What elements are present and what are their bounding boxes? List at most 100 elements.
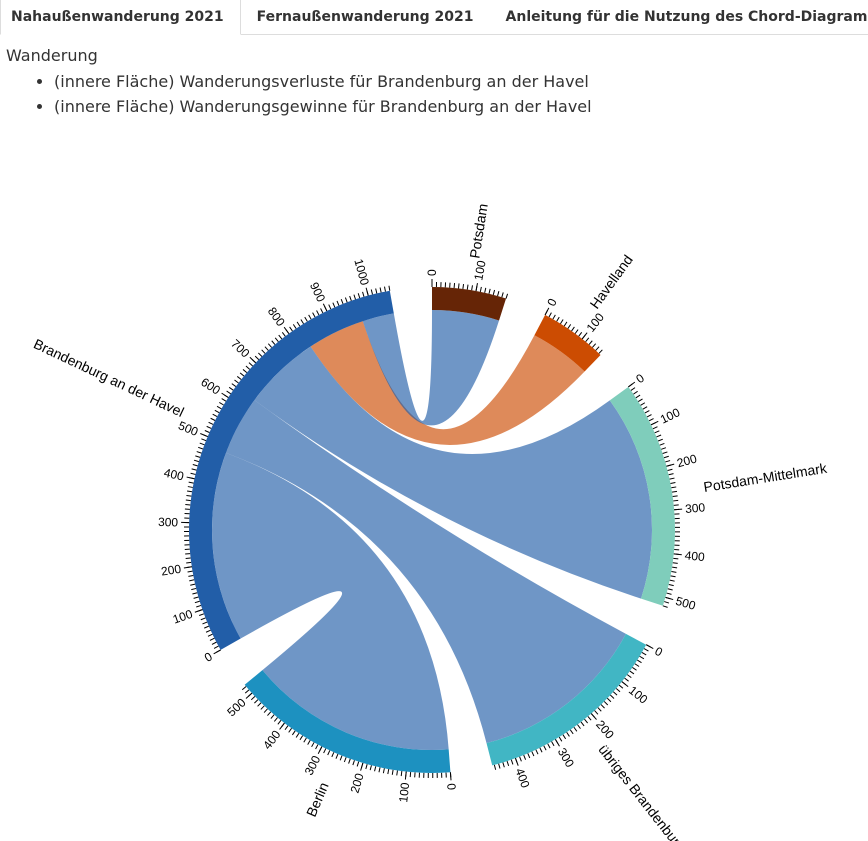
minor-tick: [594, 710, 599, 715]
minor-tick: [519, 756, 522, 762]
tab[interactable]: Nahaußenwanderung 2021: [0, 0, 241, 35]
minor-tick: [365, 764, 368, 770]
minor-tick: [284, 725, 289, 731]
tick-mark: [628, 381, 636, 388]
tick-mark: [194, 609, 203, 613]
minor-tick: [573, 726, 578, 732]
minor-tick: [369, 765, 372, 771]
minor-tick: [580, 721, 585, 727]
minor-tick: [606, 697, 612, 703]
tick-mark: [645, 644, 654, 649]
group-arc: [534, 314, 601, 372]
tick-label: 500: [176, 418, 200, 439]
tick-mark: [200, 433, 208, 438]
legend: Wanderung (innere Fläche) Wanderungsverl…: [6, 46, 592, 119]
minor-tick: [387, 769, 390, 775]
minor-tick: [618, 684, 624, 689]
minor-tick: [352, 760, 355, 766]
minor-tick: [192, 464, 198, 467]
minor-tick: [186, 561, 192, 564]
tick-label: 200: [675, 451, 698, 470]
minor-tick: [588, 340, 593, 345]
minor-tick: [502, 762, 505, 768]
minor-tick: [558, 736, 563, 742]
minor-tick: [216, 405, 222, 410]
minor-tick: [566, 732, 570, 737]
tick: 300: [158, 515, 190, 529]
tick-mark: [621, 681, 629, 688]
minor-tick: [632, 666, 637, 671]
tick-label: 0: [202, 649, 215, 665]
tab[interactable]: Fernaußenwanderung 2021: [256, 9, 474, 25]
minor-tick: [212, 413, 218, 418]
minor-tick: [612, 691, 618, 696]
minor-tick: [245, 365, 251, 370]
minor-tick: [248, 362, 253, 367]
minor-tick: [598, 349, 603, 354]
minor-tick: [186, 494, 192, 497]
minor-tick: [523, 754, 527, 760]
minor-tick: [349, 295, 352, 301]
minor-tick: [188, 481, 194, 484]
minor-tick: [667, 588, 673, 591]
tick: 200: [348, 762, 367, 795]
minor-tick: [640, 402, 646, 406]
minor-tick: [328, 304, 332, 310]
minor-tick: [547, 743, 551, 749]
minor-tick: [673, 504, 679, 506]
tick-label: 200: [593, 717, 617, 742]
tick: 200: [666, 451, 699, 470]
tick: 0: [544, 296, 560, 316]
minor-tick: [239, 372, 245, 377]
minor-tick: [308, 314, 312, 320]
minor-tick: [374, 766, 377, 772]
minor-tick: [187, 570, 193, 573]
tick: 300: [674, 500, 706, 516]
minor-tick: [531, 751, 535, 757]
minor-tick: [193, 459, 199, 463]
minor-tick: [567, 324, 572, 329]
minor-tick: [379, 287, 382, 293]
tick: 100: [171, 607, 203, 627]
minor-tick: [560, 319, 564, 324]
tick-mark: [365, 287, 369, 296]
minor-tick: [219, 402, 224, 406]
chord-ribbon: [310, 321, 585, 445]
minor-tick: [615, 688, 621, 693]
minor-tick: [191, 587, 197, 591]
tab[interactable]: Anleitung für die Nutzung des Chord-Diag…: [505, 9, 868, 25]
minor-tick: [671, 570, 677, 573]
tick: 500: [665, 594, 697, 613]
minor-tick: [569, 729, 574, 735]
minor-tick: [610, 694, 615, 699]
minor-tick: [348, 758, 351, 764]
minor-tick: [274, 337, 279, 343]
tick-mark: [581, 332, 588, 340]
minor-tick: [654, 430, 660, 434]
minor-tick: [332, 302, 336, 308]
tick-mark: [449, 772, 452, 781]
tick-label: 1000: [351, 257, 372, 287]
minor-tick: [228, 386, 234, 391]
minor-tick: [644, 410, 650, 414]
minor-tick: [214, 409, 220, 414]
minor-tick: [384, 286, 386, 292]
group-label: übriges Brandenburg: [595, 741, 688, 841]
tick-label: 300: [302, 753, 324, 777]
minor-tick: [311, 742, 315, 748]
minor-tick: [597, 707, 602, 712]
minor-tick: [343, 757, 347, 763]
minor-tick: [195, 455, 201, 458]
group-label-anchor: übriges Brandenburg: [595, 741, 688, 841]
tick: 0: [425, 269, 439, 287]
tick-label: 700: [228, 337, 252, 361]
minor-tick: [320, 308, 324, 314]
minor-tick: [668, 583, 674, 587]
tick-mark: [283, 326, 290, 334]
minor-tick: [552, 314, 556, 320]
chord-ribbon: [254, 346, 652, 599]
tick-mark: [404, 771, 407, 780]
minor-tick: [260, 705, 265, 710]
tick: 400: [163, 466, 195, 484]
tick-mark: [221, 392, 229, 398]
